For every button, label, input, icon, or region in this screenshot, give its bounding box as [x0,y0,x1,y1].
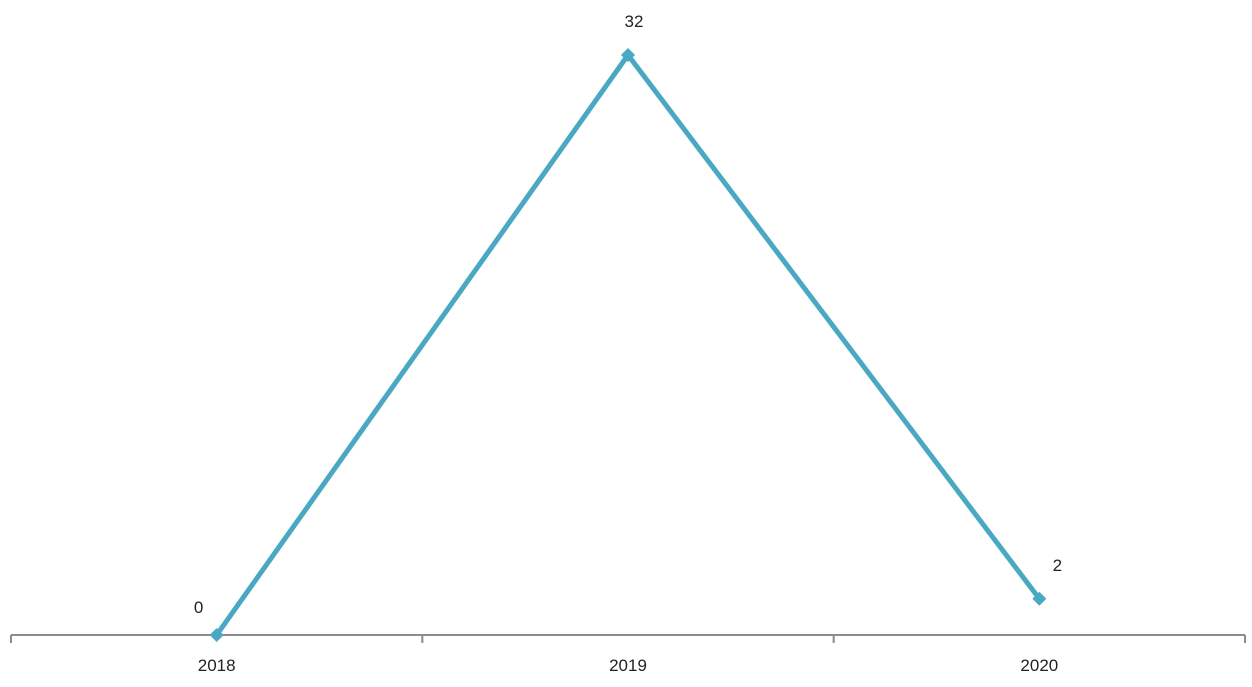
x-tick-label-2019: 2019 [609,656,647,675]
label-layer: 2018 2019 2020 0 32 2 [194,12,1062,675]
series-layer [217,55,1040,635]
marker-layer [210,48,1047,642]
x-tick-label-2020: 2020 [1020,656,1058,675]
x-axis [11,635,1245,643]
data-label-2020: 2 [1053,556,1062,575]
data-label-2019: 32 [625,12,644,31]
x-tick-label-2018: 2018 [198,656,236,675]
series-line [217,55,1040,635]
data-label-2018: 0 [194,598,203,617]
